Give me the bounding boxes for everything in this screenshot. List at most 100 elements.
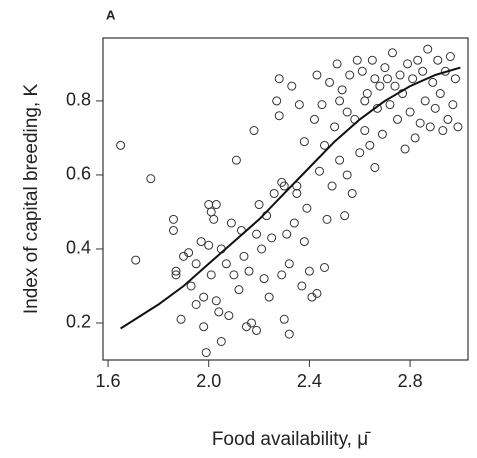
data-point <box>184 248 194 258</box>
data-point <box>445 52 455 62</box>
data-point <box>360 96 370 106</box>
data-point <box>282 229 292 239</box>
data-point <box>400 144 410 154</box>
data-point <box>330 122 340 132</box>
data-point <box>216 336 226 346</box>
data-point <box>247 318 257 328</box>
data-point <box>264 292 274 302</box>
data-point <box>413 55 423 65</box>
data-point <box>352 55 362 65</box>
data-point <box>438 126 448 136</box>
data-point <box>231 155 241 165</box>
data-point <box>420 96 430 106</box>
data-point <box>211 200 221 210</box>
data-point <box>221 259 231 269</box>
data-point <box>168 225 178 235</box>
data-point <box>370 74 380 84</box>
data-point <box>405 107 415 117</box>
data-point <box>168 214 178 224</box>
data-point <box>435 89 445 99</box>
data-point <box>239 251 249 261</box>
data-point <box>312 288 322 298</box>
data-point <box>304 266 314 276</box>
data-point <box>342 170 352 180</box>
data-point <box>367 55 377 65</box>
data-point <box>226 218 236 228</box>
y-tick-label: 0.2 <box>66 312 91 332</box>
data-point <box>211 296 221 306</box>
data-point <box>146 174 156 184</box>
data-point <box>340 211 350 221</box>
data-point <box>377 129 387 139</box>
data-point <box>335 96 345 106</box>
data-point <box>387 48 397 58</box>
data-point <box>201 348 211 358</box>
data-point <box>360 126 370 136</box>
data-point <box>385 100 395 110</box>
y-axis-title: Index of capital breeding, K <box>21 84 42 315</box>
data-point <box>395 70 405 80</box>
data-point <box>186 281 196 291</box>
data-point <box>259 274 269 284</box>
data-point <box>171 266 181 276</box>
fit-curve <box>120 66 461 330</box>
data-point <box>375 81 385 91</box>
data-point <box>302 203 312 213</box>
data-point <box>297 281 307 291</box>
data-point <box>269 188 279 198</box>
data-point <box>355 148 365 158</box>
data-point <box>410 133 420 143</box>
data-point <box>443 114 453 124</box>
data-point <box>335 155 345 165</box>
data-point <box>279 181 289 191</box>
data-point <box>325 77 335 87</box>
data-point <box>332 59 342 69</box>
data-point <box>199 322 209 332</box>
data-point <box>229 270 239 280</box>
data-point <box>430 103 440 113</box>
data-point <box>327 181 337 191</box>
data-point <box>244 266 254 276</box>
data-point <box>337 85 347 95</box>
data-point <box>267 233 277 243</box>
data-point <box>234 285 244 295</box>
data-point <box>312 70 322 80</box>
data-point <box>433 55 443 65</box>
data-point <box>408 74 418 84</box>
panel-label: A <box>106 7 116 22</box>
data-point <box>289 218 299 228</box>
data-point <box>309 114 319 124</box>
data-point <box>345 70 355 80</box>
data-point <box>254 200 264 210</box>
y-tick-label: 0.8 <box>66 90 91 110</box>
data-point <box>342 107 352 117</box>
data-point <box>196 237 206 247</box>
data-point <box>284 329 294 339</box>
y-tick-label: 0.6 <box>66 164 91 184</box>
y-tick-label: 0.4 <box>66 238 91 258</box>
data-point <box>252 325 262 335</box>
data-point <box>453 122 463 132</box>
data-point <box>204 240 214 250</box>
data-point <box>292 181 302 191</box>
data-point <box>390 81 400 91</box>
data-point <box>448 100 458 110</box>
data-point <box>277 270 287 280</box>
data-point <box>214 307 224 317</box>
data-point <box>284 259 294 269</box>
data-point <box>362 89 372 99</box>
data-point <box>357 66 367 76</box>
data-point <box>382 74 392 84</box>
data-point <box>320 140 330 150</box>
data-point <box>206 270 216 280</box>
data-point <box>393 114 403 124</box>
data-point <box>116 140 126 150</box>
data-point <box>418 66 428 76</box>
data-point <box>320 262 330 272</box>
x-tick-label: 1.6 <box>96 371 121 391</box>
data-point <box>287 81 297 91</box>
data-point <box>294 100 304 110</box>
data-point <box>209 214 219 224</box>
